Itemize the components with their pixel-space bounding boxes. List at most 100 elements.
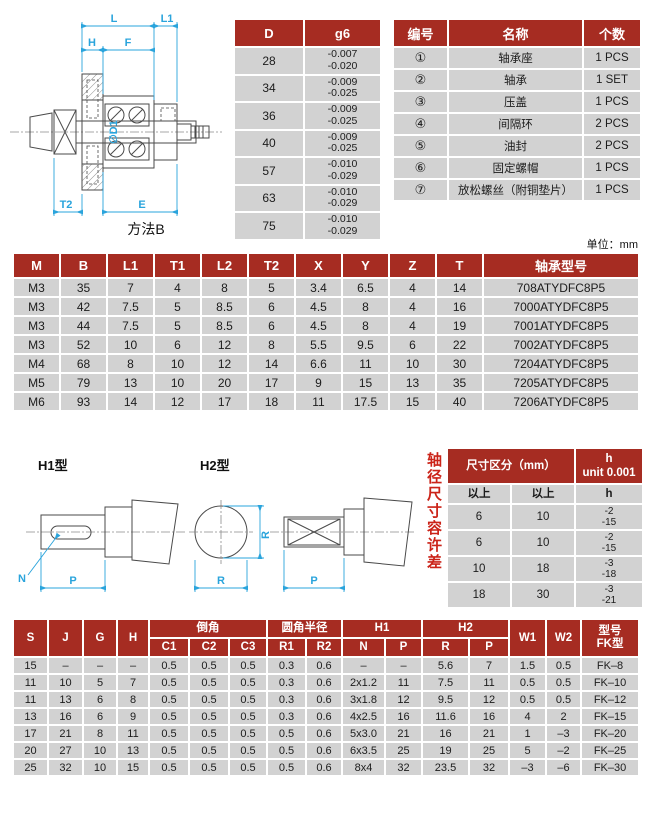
- h1-type-label: H1型: [38, 458, 68, 473]
- assembly-drawing: L L1 H F ∅D1 T2 E 方法B: [4, 4, 230, 240]
- table-cell: 35: [59, 277, 108, 298]
- table-cell: -3 -18: [574, 555, 645, 584]
- table-cell: 1.5: [508, 656, 548, 676]
- dim-label-d1: ∅D1: [108, 120, 120, 143]
- table-row: 28 -0.007 -0.020: [233, 46, 382, 76]
- table-cell: M3: [12, 315, 61, 336]
- table-cell: 21: [468, 724, 511, 744]
- table-cell: 75: [233, 211, 305, 241]
- group-header-fillet: 圆角半径: [266, 617, 343, 640]
- table-cell: 10: [446, 555, 512, 584]
- flange-bottom: [81, 163, 104, 191]
- table-row: 15– – –0.5 0.5 0.5 0.3 0.6– –5.6 7 1.5 0.5 FK–8: [12, 656, 641, 676]
- table-cell: 4: [508, 707, 548, 727]
- table-cell: 6x3.5: [341, 741, 386, 761]
- column-header-c3: C3: [228, 637, 268, 659]
- table-cell: 19: [421, 741, 471, 761]
- table-cell: 12: [383, 690, 424, 710]
- table-cell: 0.6: [305, 690, 343, 710]
- column-header-c2: C2: [188, 637, 230, 659]
- table-cell: 21: [47, 724, 84, 744]
- table-cell: 25: [468, 741, 511, 761]
- table-cell: 63: [233, 183, 305, 213]
- table-cell: 0.5: [545, 690, 583, 710]
- table-cell: 11: [294, 391, 343, 412]
- table-cell: -2 -15: [574, 529, 645, 558]
- table-cell: 4: [388, 277, 437, 298]
- column-header-j: J: [47, 617, 84, 659]
- table-cell: 34: [233, 73, 305, 103]
- table-cell: –: [383, 656, 424, 676]
- table-cell: 8: [106, 353, 155, 374]
- table-row: 11 13 6 8 0.5 0.5 0.5 0.3 0.6 3x1.8 12 9.5 12 0.5 0.5 F…: [12, 690, 641, 710]
- table-cell: 8.5: [200, 315, 249, 336]
- table-cell: –: [47, 656, 84, 676]
- table-row: 10 18 -3 -18: [446, 555, 645, 584]
- table-cell: -0.009 -0.025: [303, 101, 382, 131]
- table-row: M5 79 13 10 20 17 9 15 13 35 7205ATYDFC8P5: [12, 372, 640, 393]
- table-cell: 15: [12, 656, 49, 676]
- table-row: 75 -0.010 -0.029: [233, 211, 382, 241]
- header-row-groups: S J G H 倒角 圆角半径 H1 H2 W1 W2 型号 FK型: [12, 617, 641, 659]
- column-header-w2: W2: [545, 617, 583, 659]
- table-cell: -0.010 -0.029: [303, 183, 382, 213]
- table-cell: 7.5: [106, 296, 155, 317]
- shaft-diameter-tolerance-table: 尺寸区分（mm） h unit 0.001 以上 以上 h 6 10 -2 -15 6…: [445, 447, 645, 610]
- table-cell: 0.5: [148, 758, 190, 778]
- table-cell: ⑤: [392, 134, 449, 158]
- table-cell: 6: [82, 707, 118, 727]
- table-cell: 11: [383, 673, 424, 693]
- table-cell: 轴承座: [447, 46, 584, 70]
- drawing-caption: 方法B: [127, 221, 164, 237]
- subheader-over-1: 以上: [446, 482, 512, 506]
- column-header-w1: W1: [508, 617, 548, 659]
- header-row: M B L1 T1 L2 T2 X Y Z T 轴承型号: [12, 252, 640, 279]
- table-cell: 6: [388, 334, 437, 355]
- table-cell: 42: [59, 296, 108, 317]
- table-row: 13 16 6 9 0.5 0.5 0.5 0.3 0.6 4x2.5 16 11.6 16 4 2 FK–1…: [12, 707, 641, 727]
- thread-end: [190, 125, 210, 139]
- table-cell: 0.5: [188, 673, 230, 693]
- table-cell: 11: [12, 690, 49, 710]
- table-cell: 0.6: [305, 724, 343, 744]
- dim-label-l: L: [111, 13, 118, 25]
- table-cell: 5: [247, 277, 296, 298]
- table-cell: 1 PCS: [582, 156, 642, 180]
- shaft-tolerance-side-label: 轴径尺寸容许差: [425, 452, 442, 571]
- table-cell: 7.5: [106, 315, 155, 336]
- table-cell: 11.6: [421, 707, 471, 727]
- table-cell: 8: [247, 334, 296, 355]
- table-cell: 7002ATYDFC8P5: [482, 334, 640, 355]
- table-cell: 7: [106, 277, 155, 298]
- table-cell: 2 PCS: [582, 134, 642, 158]
- table-cell: FK–25: [580, 741, 641, 761]
- coupling-outline: [29, 112, 53, 152]
- dim-label-p2: P: [310, 575, 317, 587]
- table-cell: –3: [545, 724, 583, 744]
- table-cell: 0.3: [266, 690, 307, 710]
- column-header-h1-n: N: [341, 637, 386, 659]
- table-cell: 20: [200, 372, 249, 393]
- table-cell: 18: [446, 581, 512, 610]
- table-cell: 30: [435, 353, 484, 374]
- table-cell: 0.5: [228, 741, 268, 761]
- table-cell: -2 -15: [574, 503, 645, 532]
- table-cell: 32: [47, 758, 84, 778]
- column-header-t1: T1: [153, 252, 202, 279]
- table-cell: 11: [341, 353, 390, 374]
- table-row: ⑦ 放松螺丝（附铜垫片） 1 PCS: [392, 178, 642, 202]
- table-cell: 10: [82, 758, 118, 778]
- table-cell: 6: [82, 690, 118, 710]
- table-row: 57 -0.010 -0.029: [233, 156, 382, 186]
- table-cell: 1 SET: [582, 68, 642, 92]
- table-cell: 93: [59, 391, 108, 412]
- table-cell: 油封: [447, 134, 584, 158]
- table-cell: 0.5: [148, 673, 190, 693]
- table-cell: 44: [59, 315, 108, 336]
- h1-h2-drawings: H1型 H2型 N P R R P: [18, 458, 416, 592]
- table-cell: 8: [116, 690, 150, 710]
- table-cell: 间隔环: [447, 112, 584, 136]
- table-cell: ④: [392, 112, 449, 136]
- table-row: 25 32 10 15 0.5 0.5 0.5 0.5 0.6 8x4 32 23.5 32 –3 –6 FK…: [12, 758, 641, 778]
- table-cell: 40: [233, 128, 305, 158]
